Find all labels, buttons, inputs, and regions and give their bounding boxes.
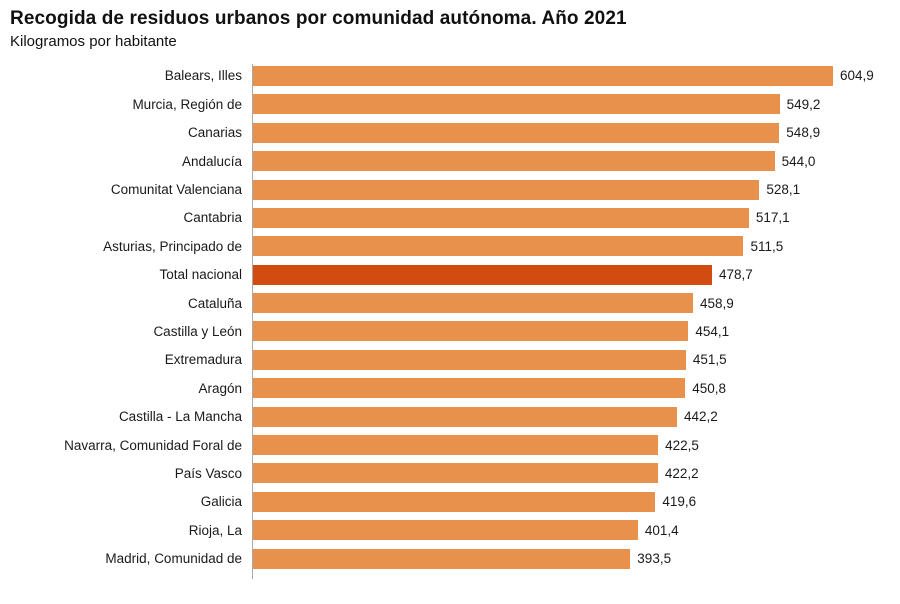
- bar-row: Cantabria 517,1: [0, 204, 900, 232]
- value-label: 422,5: [665, 437, 699, 453]
- category-label: Aragón: [198, 380, 242, 396]
- bar: [253, 520, 638, 541]
- bar-row: Total nacional 478,7: [0, 260, 900, 288]
- bar: [253, 236, 744, 257]
- bar: [253, 151, 775, 172]
- bar-row: Castilla y León 454,1: [0, 317, 900, 345]
- value-label: 478,7: [718, 267, 753, 283]
- value-label: 458,9: [700, 295, 734, 311]
- bar: [253, 349, 686, 370]
- bar-highlight: [253, 264, 712, 285]
- bar-row: Madrid, Comunidad de 393,5: [0, 544, 900, 572]
- bar: [253, 463, 658, 484]
- value-label: 548,9: [786, 125, 821, 141]
- bar-cell: 401,4: [253, 516, 900, 544]
- category-label: Madrid, Comunidad de: [105, 551, 242, 567]
- value-label: 450,8: [692, 380, 727, 396]
- bar-cell: 604,9: [253, 62, 900, 90]
- bar-row: Cataluña 458,9: [0, 289, 900, 317]
- bar-cell: 511,5: [253, 232, 900, 260]
- category-label: Cataluña: [187, 295, 242, 311]
- value-label: 528,1: [766, 182, 801, 197]
- bar-cell: 442,2: [253, 402, 900, 430]
- value-label: 451,5: [692, 352, 727, 368]
- bar: [253, 435, 659, 456]
- value-label: 454,1: [695, 323, 730, 339]
- bar: [253, 122, 780, 143]
- category-label: Canarias: [187, 125, 242, 141]
- value-label: 401,4: [644, 522, 679, 538]
- bar-row: Andalucía 544,0: [0, 147, 900, 175]
- bar: [253, 548, 631, 569]
- bar-row: Murcia, Región de 549,2: [0, 90, 900, 118]
- bar-row: Balears, Illes 604,9: [0, 62, 900, 90]
- category-label: Rioja, La: [188, 522, 242, 538]
- category-label: Asturias, Principado de: [103, 238, 242, 254]
- bar: [253, 378, 686, 399]
- value-label: 549,2: [786, 96, 821, 112]
- bar-row: Navarra, Comunidad Foral de 422,5: [0, 431, 900, 459]
- value-label: 422,2: [664, 465, 699, 481]
- value-label: 544,0: [781, 153, 816, 169]
- bar: [253, 65, 833, 86]
- bar-row: País Vasco 422,2: [0, 459, 900, 487]
- bar-row: Canarias 548,9: [0, 119, 900, 147]
- category-label: Castilla - La Mancha: [118, 409, 242, 425]
- bar-row: Comunitat Valenciana 528,1: [0, 175, 900, 203]
- category-label: Total nacional: [159, 267, 242, 283]
- bar: [253, 207, 749, 228]
- y-axis-line: [252, 63, 253, 579]
- chart-subtitle: Kilogramos por habitante: [10, 32, 177, 50]
- bar-cell: 478,7: [253, 260, 900, 288]
- category-label: Cantabria: [183, 210, 242, 226]
- bar: [253, 321, 689, 342]
- value-label: 419,6: [662, 494, 697, 510]
- category-label: Navarra, Comunidad Foral de: [64, 437, 242, 453]
- bar-cell: 528,1: [253, 175, 900, 203]
- bar-row: Asturias, Principado de 511,5: [0, 232, 900, 260]
- value-label: 393,5: [637, 551, 672, 567]
- bar-cell: 544,0: [253, 147, 900, 175]
- bar: [253, 94, 780, 115]
- bar-cell: 422,5: [253, 431, 900, 459]
- bar-row: Rioja, La 401,4: [0, 516, 900, 544]
- bar-cell: 393,5: [253, 544, 900, 572]
- value-label: 517,1: [755, 210, 790, 226]
- category-label: Galicia: [200, 494, 242, 510]
- value-label: 442,2: [683, 409, 718, 425]
- bar: [253, 293, 693, 314]
- bar-row: Castilla - La Mancha 442,2: [0, 402, 900, 430]
- bar-row: Galicia 419,6: [0, 488, 900, 516]
- bar-cell: 419,6: [253, 488, 900, 516]
- category-label: Extremadura: [164, 352, 242, 368]
- category-label: Castilla y León: [153, 323, 242, 339]
- value-label: 604,9: [840, 68, 874, 84]
- chart-title: Recogida de residuos urbanos por comunid…: [10, 8, 627, 29]
- bar-cell: 549,2: [253, 90, 900, 118]
- bar-rows-container: Balears, Illes 604,9 Murcia, Región de 549,…: [0, 62, 900, 573]
- bar-cell: 458,9: [253, 289, 900, 317]
- bar-cell: 422,2: [253, 459, 900, 487]
- category-label: Andalucía: [181, 153, 242, 169]
- bar-cell: 454,1: [253, 317, 900, 345]
- chart-header: Recogida de residuos urbanos por comunid…: [0, 0, 900, 50]
- bar-cell: 517,1: [253, 204, 900, 232]
- value-label: 511,5: [750, 238, 784, 254]
- bar-chart: Balears, Illes 604,9 Murcia, Región de 549,…: [0, 62, 900, 579]
- bar-cell: 548,9: [253, 119, 900, 147]
- bar-row: Extremadura 451,5: [0, 346, 900, 374]
- category-label: Comunitat Valenciana: [110, 182, 242, 197]
- bar: [253, 491, 656, 512]
- category-label: Murcia, Región de: [132, 96, 242, 112]
- bar: [253, 406, 677, 427]
- category-label: País Vasco: [174, 465, 242, 481]
- bar-cell: 450,8: [253, 374, 900, 402]
- bar-row: Aragón 450,8: [0, 374, 900, 402]
- bar: [253, 179, 760, 200]
- category-label: Balears, Illes: [164, 68, 242, 84]
- bar-cell: 451,5: [253, 346, 900, 374]
